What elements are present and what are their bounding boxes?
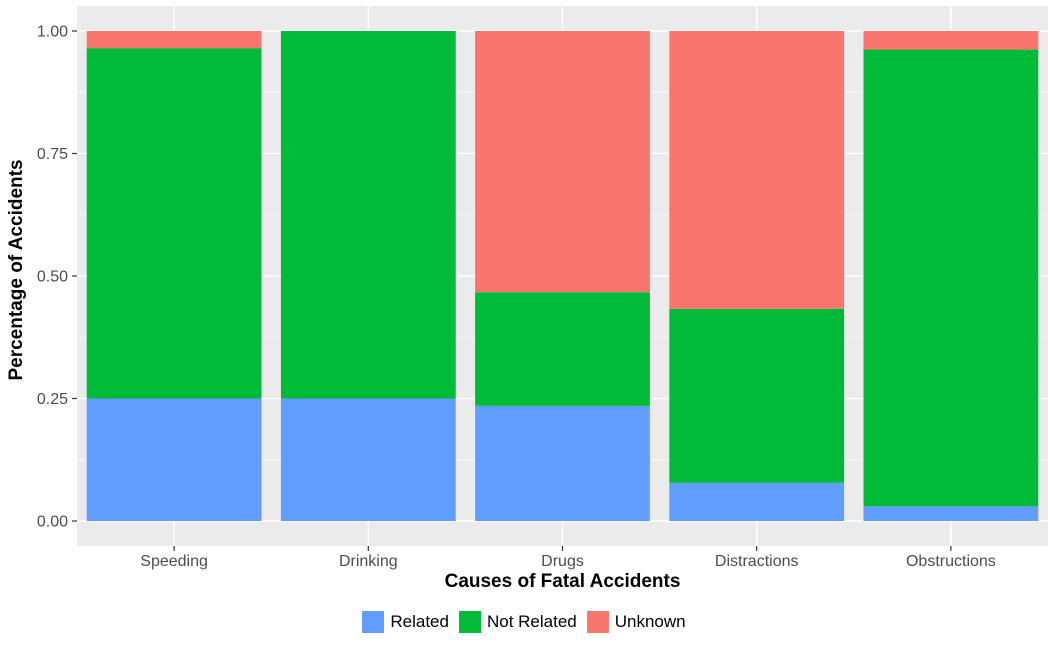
bar-obstructions-unknown — [863, 31, 1039, 50]
legend-key-related — [362, 611, 385, 633]
x-tick-label: Speeding — [140, 553, 208, 570]
bar-drugs-unknown — [475, 31, 650, 293]
x-tick-label: Obstructions — [906, 553, 996, 570]
legend-key-not-related — [458, 611, 481, 633]
bar-distractions-related — [669, 482, 845, 521]
y-axis: 0.00 0.25 0.50 0.75 1.00 — [37, 24, 77, 531]
legend-label-not-related: Not Related — [486, 612, 577, 631]
y-tick-label: 0.00 — [37, 514, 68, 531]
legend-item-related: Related — [362, 611, 449, 633]
bar-drinking-related — [280, 398, 456, 521]
bar-distractions-not-related — [669, 308, 845, 483]
x-tick-label: Drugs — [541, 553, 584, 570]
bar-obstructions-not-related — [863, 49, 1039, 507]
y-tick-label: 0.50 — [37, 269, 68, 286]
legend-item-not-related: Not Related — [458, 611, 577, 633]
bar-drinking-not-related — [280, 31, 456, 399]
bar-distractions-unknown — [669, 31, 845, 309]
legend-item-unknown: Unknown — [586, 611, 686, 633]
y-tick-label: 1.00 — [37, 24, 68, 41]
bar-speeding-related — [86, 398, 262, 521]
legend-label-related: Related — [390, 612, 449, 631]
bar-drugs-related — [475, 405, 650, 521]
legend-label-unknown: Unknown — [614, 612, 686, 631]
y-axis-title: Percentage of Accidents — [6, 159, 27, 380]
bar-drugs-not-related — [475, 292, 650, 406]
bar-obstructions-related — [863, 506, 1039, 521]
y-tick-label: 0.25 — [37, 391, 68, 408]
bar-speeding-unknown — [86, 31, 262, 49]
legend: Related Not Related Unknown — [0, 611, 1048, 633]
x-tick-label: Drinking — [339, 553, 398, 570]
x-axis: Speeding Drinking Drugs Distractions Obstruc… — [140, 546, 996, 570]
legend-key-unknown — [586, 611, 609, 633]
x-axis-title: Causes of Fatal Accidents — [445, 571, 681, 592]
bar-speeding-not-related — [86, 48, 262, 399]
y-tick-label: 0.75 — [37, 146, 68, 163]
x-tick-label: Distractions — [715, 553, 799, 570]
bars — [86, 31, 1039, 521]
